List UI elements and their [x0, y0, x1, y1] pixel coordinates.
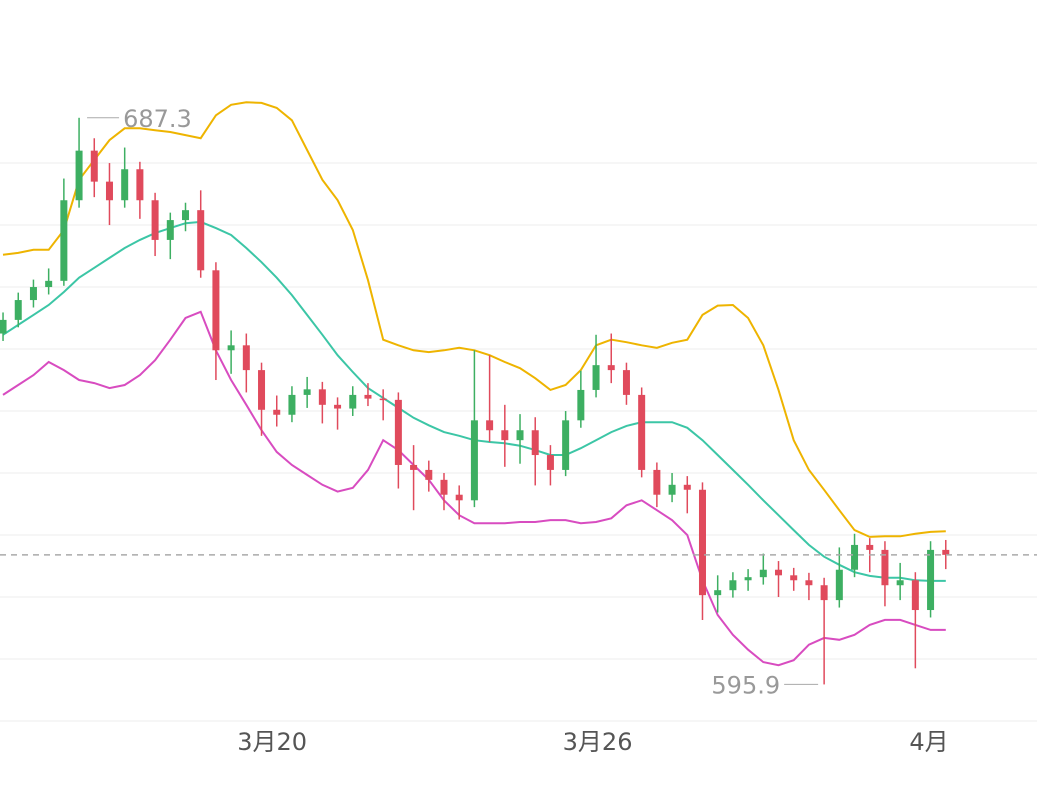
candle-body: [622, 370, 630, 395]
candle-body: [60, 200, 68, 281]
candle-body: [851, 544, 859, 570]
candle-body: [501, 430, 509, 441]
candle-body: [942, 549, 950, 555]
candle-body: [258, 370, 266, 410]
candle-body: [638, 394, 646, 470]
candle-body: [896, 580, 904, 586]
candle-body: [121, 169, 129, 201]
candle-body: [775, 569, 783, 576]
candle-body: [273, 409, 281, 415]
candle-body: [45, 280, 53, 288]
candle-body: [562, 420, 570, 470]
candle-body: [866, 544, 874, 550]
candle-body: [136, 169, 144, 201]
candle-body: [714, 590, 722, 596]
candle-body: [668, 484, 676, 495]
candle-body: [744, 577, 752, 581]
candle-body: [927, 549, 935, 611]
candle-body: [166, 220, 174, 240]
candle-body: [14, 300, 22, 320]
candle-body: [805, 580, 813, 586]
candle-body: [288, 394, 296, 415]
candle-body: [470, 420, 478, 501]
candle-body: [653, 469, 661, 495]
candle-body: [364, 394, 372, 399]
min-label: 595.9: [711, 671, 780, 699]
candle-body: [303, 389, 311, 395]
candle-body: [0, 319, 7, 334]
candle-body: [90, 150, 98, 182]
candle-body: [531, 430, 539, 456]
candle-body: [242, 345, 250, 371]
candle-body: [546, 455, 554, 470]
candle-body: [516, 430, 524, 441]
candle-body: [197, 210, 205, 271]
candle-body: [394, 399, 402, 465]
candle-body: [577, 389, 585, 421]
candle-body: [425, 469, 433, 480]
candle-body: [349, 394, 357, 409]
band-line: [2, 310, 946, 667]
candle-body: [790, 575, 798, 581]
x-tick-label: 3月26: [563, 728, 633, 756]
candle-body: [698, 489, 706, 596]
candle-body: [820, 585, 828, 601]
candle-body: [318, 389, 326, 405]
x-tick-label: 4月: [909, 728, 948, 756]
candle-body: [75, 150, 83, 201]
x-tick-label: 3月20: [237, 728, 307, 756]
candle-body: [835, 569, 843, 601]
candle-body: [182, 210, 190, 221]
candle-body: [607, 365, 615, 371]
candle-body: [592, 365, 600, 390]
candle-body: [881, 549, 889, 586]
candle-body: [911, 580, 919, 611]
candle-body: [486, 420, 494, 431]
candle-body: [151, 200, 159, 240]
candle-body: [729, 580, 737, 591]
candle-body: [29, 287, 37, 301]
candle-body: [759, 569, 767, 578]
candle-body: [105, 181, 113, 201]
candle-body: [455, 494, 463, 501]
candle-body: [227, 345, 235, 351]
candle-body: [440, 479, 448, 495]
candle-body: [379, 398, 387, 401]
candle-body: [683, 484, 691, 490]
max-label: 687.3: [123, 105, 192, 133]
candle-body: [212, 270, 220, 351]
candle-body: [334, 404, 342, 409]
candle-body: [410, 464, 418, 470]
